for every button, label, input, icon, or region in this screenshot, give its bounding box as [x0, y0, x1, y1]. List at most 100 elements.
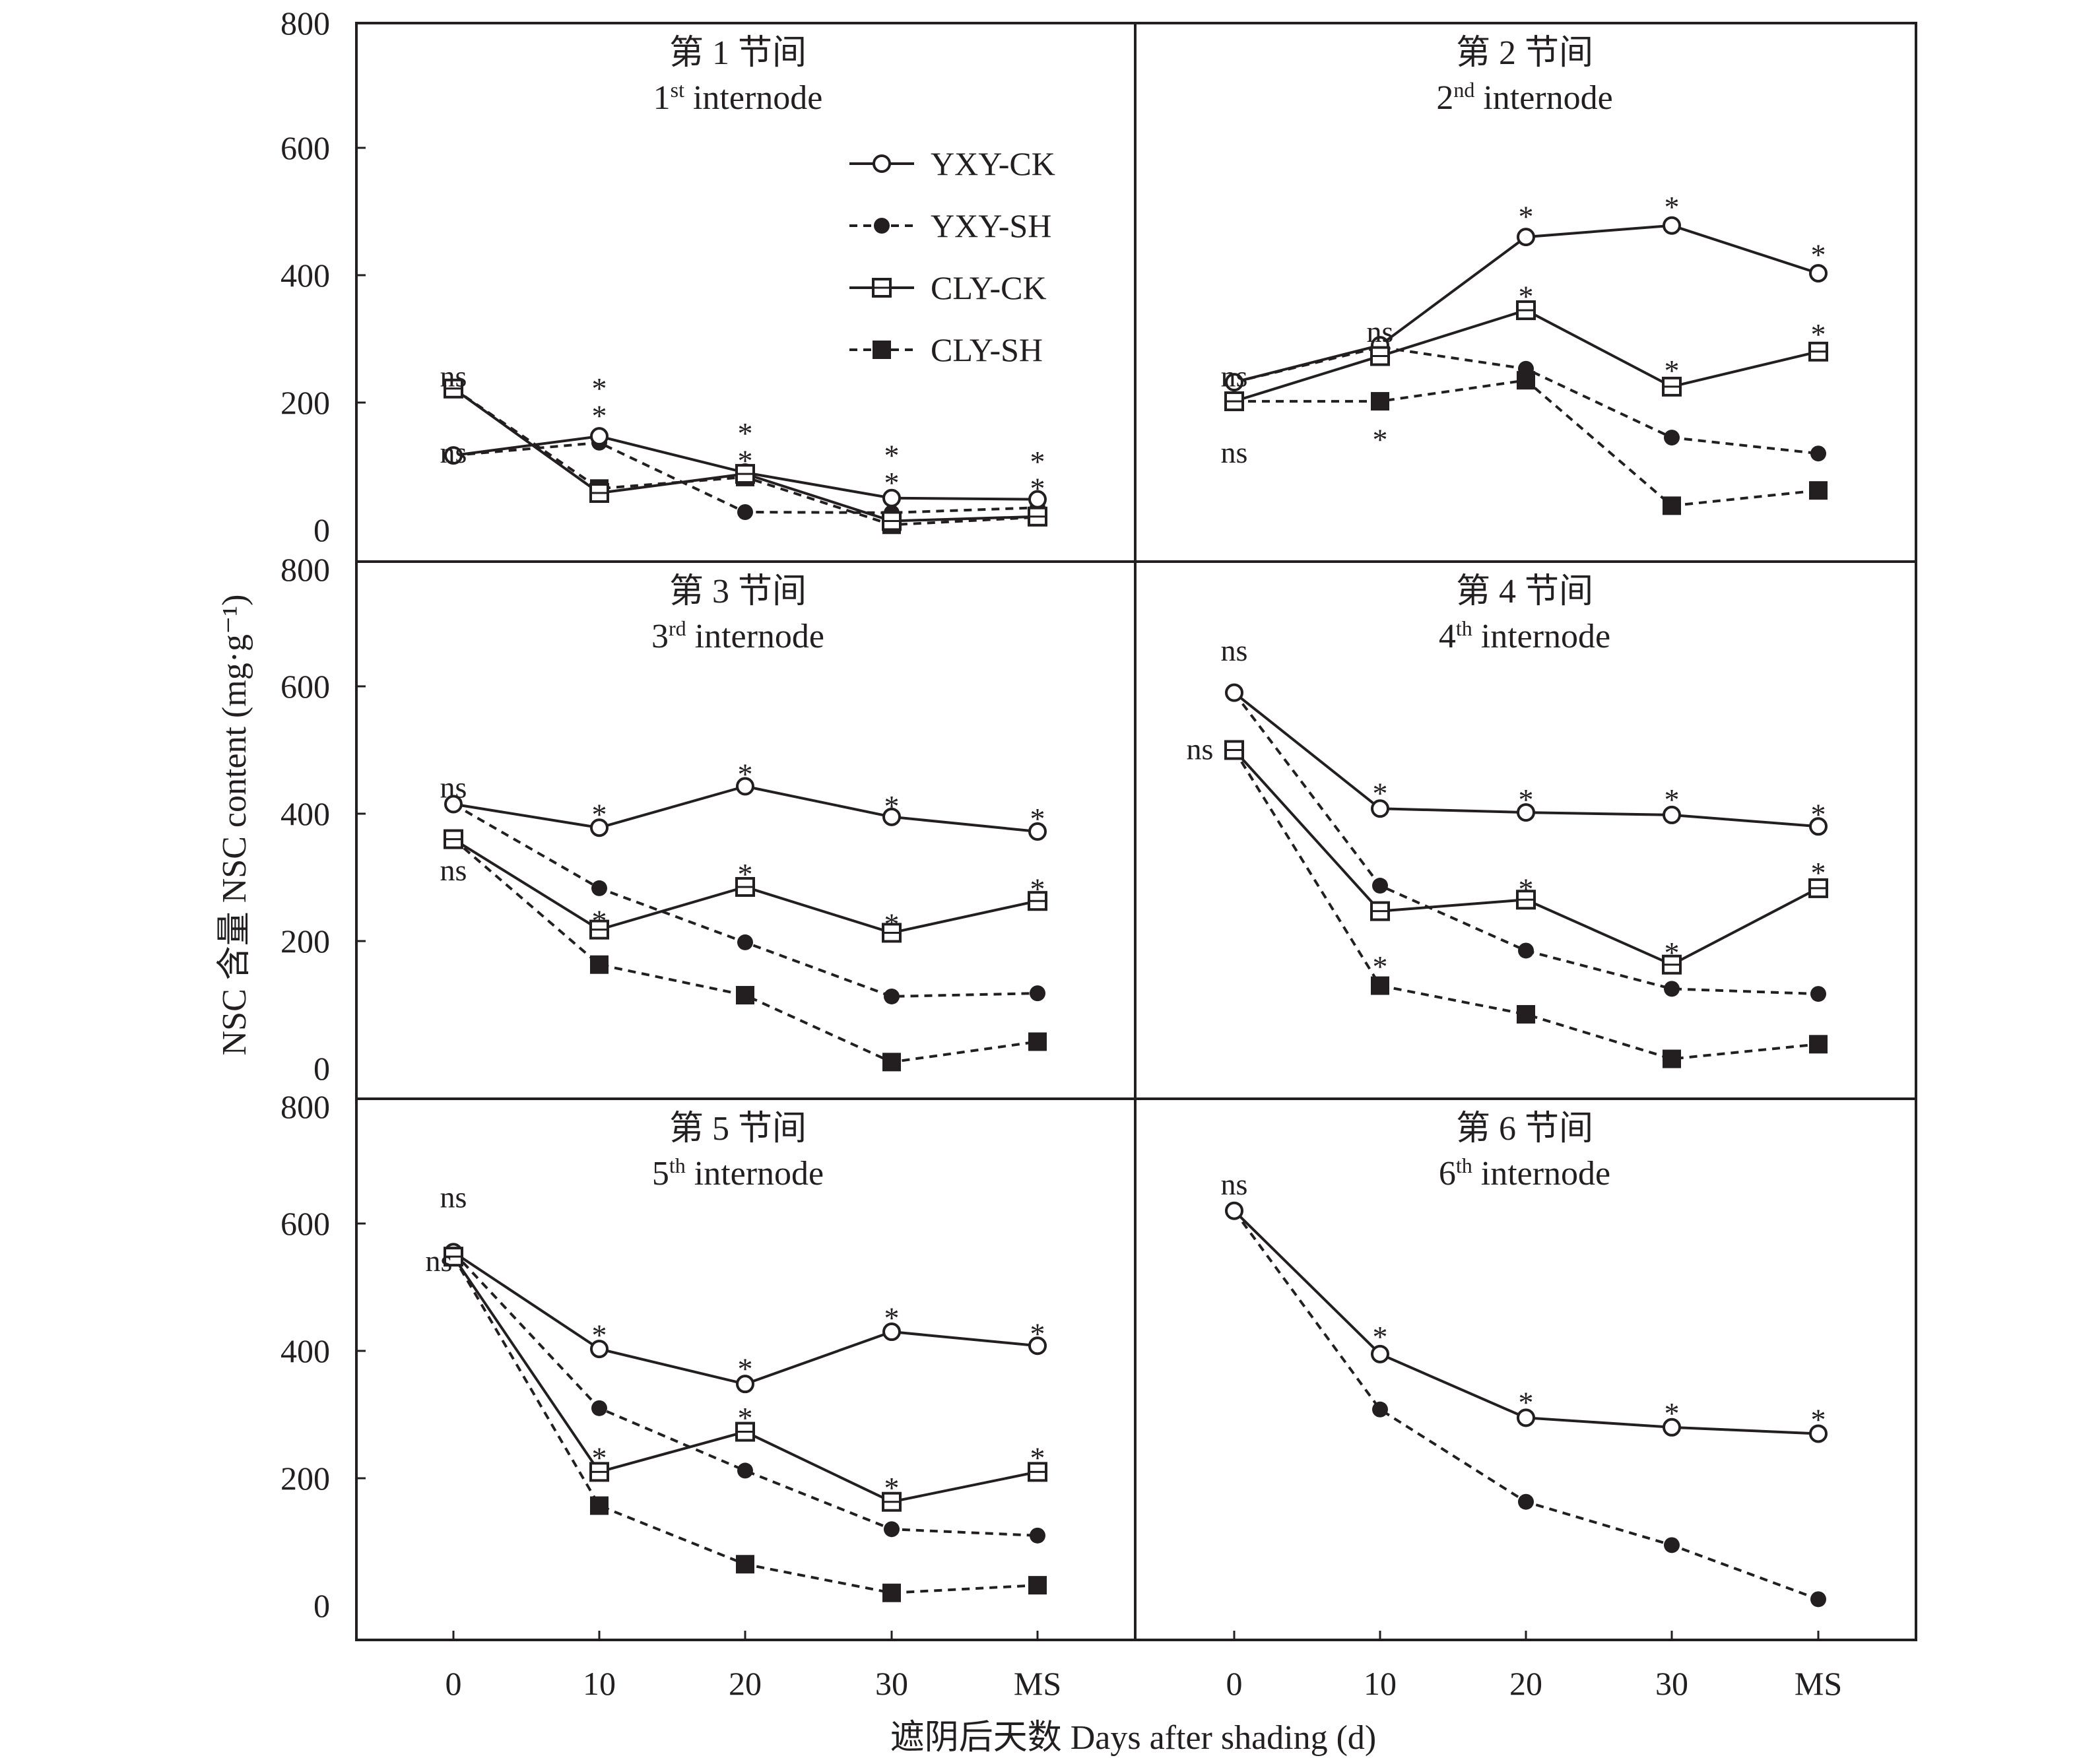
y-tick-label: 200 [280, 384, 330, 421]
significance-star: * [592, 372, 607, 405]
significance-star: * [1811, 856, 1826, 890]
legend-item-yxy-ck: YXY-CK [849, 145, 1055, 182]
significance-star: * [738, 416, 753, 450]
significance-ns: ns [440, 770, 467, 804]
data-point-cly-sh [1028, 1032, 1047, 1051]
legend: YXY-CK YXY-SH CLY-CK CLY-SH [849, 145, 1055, 368]
significance-star: * [884, 439, 900, 473]
y-tick-label: 200 [280, 923, 330, 960]
significance-star: * [1665, 783, 1680, 816]
title-superscript: th [1456, 616, 1472, 640]
y-tick-label: 600 [280, 668, 330, 705]
data-point-yxy-ck [1663, 216, 1681, 235]
legend-label: CLY-CK [931, 269, 1047, 306]
data-point-cly-sh [1663, 496, 1681, 515]
title-word: internode [1472, 1155, 1610, 1192]
data-point-cly-sh [1809, 1035, 1828, 1054]
data-point-yxy-ck [1225, 373, 1243, 392]
panel-title-cn: 第 4 节间 [1456, 573, 1593, 610]
data-point-cly-sh [882, 1583, 901, 1602]
significance-star: * [1519, 783, 1534, 816]
x-tick-label: 0 [1226, 1665, 1243, 1702]
data-point-legend-yxy-sh [874, 218, 890, 234]
title-superscript: th [1456, 1154, 1472, 1177]
data-point-yxy-ck [1517, 1408, 1535, 1427]
significance-ns: ns [1221, 359, 1248, 393]
panel-title-en: 5th internode [652, 1154, 824, 1192]
data-point-yxy-ck [882, 488, 901, 507]
data-point-yxy-sh [591, 1400, 607, 1416]
title-word: internode [1472, 618, 1610, 655]
title-superscript: nd [1453, 78, 1474, 102]
significance-ns: ns [1221, 634, 1248, 667]
data-point-cly-sh [1809, 481, 1828, 500]
significance-star: * [592, 904, 607, 938]
title-word: internode [686, 618, 824, 655]
legend-label: YXY-CK [931, 145, 1055, 182]
title-number: 5 [652, 1155, 669, 1192]
y-tick-label: 400 [280, 795, 330, 832]
data-point-yxy-sh [1030, 1527, 1045, 1544]
panel-title-cn: 第 3 节间 [669, 573, 807, 610]
y-tick-label: 800 [280, 1088, 330, 1125]
chart-frame [355, 22, 1917, 1641]
significance-star: * [1373, 950, 1388, 983]
significance-star: * [1519, 279, 1534, 313]
significance-star: * [1811, 1403, 1826, 1437]
data-point-yxy-ck [1225, 683, 1243, 702]
legend-label: YXY-SH [931, 207, 1051, 244]
significance-ns: ns [440, 436, 467, 469]
data-point-yxy-ck [1371, 799, 1389, 818]
significance-ns: ns [440, 853, 467, 887]
y-tick-label: 800 [280, 5, 330, 42]
data-point-cly-sh [882, 1053, 901, 1072]
significance-star: * [1373, 1320, 1388, 1354]
title-number: 1 [653, 79, 671, 117]
data-point-yxy-ck [1371, 1344, 1389, 1363]
y-tick-label: 200 [280, 1460, 330, 1497]
data-point-yxy-ck [1517, 803, 1535, 822]
data-point-cly-sh [1371, 392, 1389, 411]
data-point-yxy-sh [1664, 430, 1680, 446]
data-point-cly-sh [1371, 976, 1389, 995]
significance-ns: ns [1367, 315, 1394, 348]
significance-star: * [592, 1441, 607, 1475]
panel-title-en: 2nd internode [1436, 78, 1612, 117]
series-line-cly-sh [452, 838, 1038, 1064]
panel-title-cn: 第 6 节间 [1456, 1110, 1593, 1148]
significance-ns: ns [1187, 733, 1214, 766]
significance-ns: ns [1221, 1167, 1248, 1201]
significance-star: * [592, 797, 607, 831]
y-tick-label: 600 [280, 129, 330, 166]
data-point-yxy-sh [884, 988, 900, 1004]
y-tick-label: 400 [280, 257, 330, 294]
data-point-legend-yxy-ck [873, 154, 891, 173]
significance-ns: ns [1221, 436, 1248, 469]
significance-star: * [592, 399, 607, 433]
significance-star: * [1373, 422, 1388, 456]
data-point-cly-sh [736, 1555, 754, 1574]
data-point-yxy-sh [737, 1462, 753, 1479]
significance-star: * [1811, 238, 1826, 272]
title-number: 3 [651, 618, 669, 655]
data-point-yxy-ck [1809, 1424, 1828, 1443]
data-point-yxy-ck [444, 795, 463, 814]
significance-star: * [738, 1401, 753, 1435]
y-tick-label: 0 [314, 511, 330, 548]
significance-star: * [1030, 445, 1045, 478]
series-line-yxy-sh [453, 802, 1038, 998]
data-point-yxy-ck [1028, 822, 1047, 841]
significance-star: * [884, 1301, 900, 1334]
data-point-yxy-ck [590, 1340, 609, 1359]
data-point-yxy-sh [1664, 1537, 1680, 1553]
legend-item-yxy-sh: YXY-SH [849, 207, 1051, 244]
y-tick-label: 800 [280, 551, 330, 588]
significance-star: * [1030, 802, 1045, 835]
data-point-yxy-sh [1664, 981, 1680, 997]
x-tick-label: 20 [729, 1665, 762, 1702]
